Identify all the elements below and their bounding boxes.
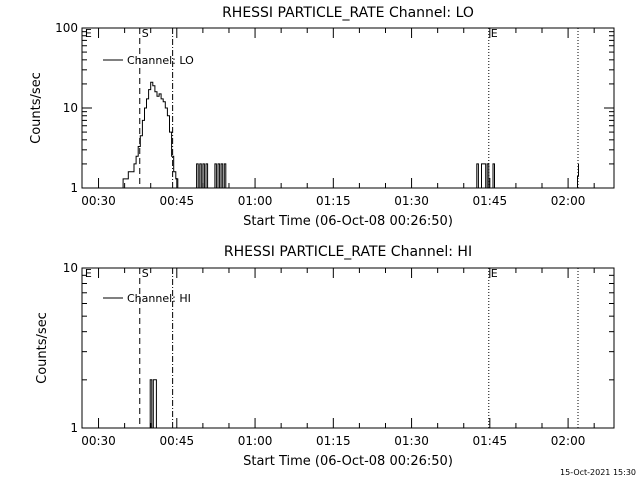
chart-panels: 1 10 100 00:30 00:45 01:00 01:15 01:30 01:45 02:0… [55,21,615,448]
panel1-ytick-label: 10 [63,101,78,115]
panel1-xtick-label: 01:30 [394,194,429,208]
panel2-ylabel: Counts/sec [35,312,50,384]
panel1-series-line [121,81,179,189]
panel1-title: RHESSI PARTICLE_RATE Channel: LO [222,5,474,21]
panel1-legend-label: Channel: LO [127,54,194,67]
panel1-xtick-label: 01:15 [316,194,351,208]
panel1-marker-label: E [85,27,92,40]
panel2-legend-label: Channel: HI [127,292,191,305]
panel2-title: RHESSI PARTICLE_RATE Channel: HI [224,244,472,260]
panel1-ylabel: Counts/sec [29,72,44,144]
panel1-series-line [475,163,495,189]
panel2-xlabel: Start Time (06-Oct-08 00:26:50) [243,454,453,469]
panel1-marker-label: S [142,27,149,40]
panel1-series-line [576,163,579,189]
panel1-xtick-label: 00:30 [81,194,116,208]
panel2-xtick-label: 02:00 [551,434,586,448]
panel2-xtick-label: 01:15 [316,434,351,448]
panel1-xlabel: Start Time (06-Oct-08 00:26:50) [243,214,453,229]
panel2-chart: 1 10 00:30 00:45 01:00 01:15 01:30 01:45 02:00 E S… [63,261,615,448]
panel1-ytick-label: 100 [55,21,78,35]
panel1-xtick-label: 02:00 [551,194,586,208]
panel1-chart: 1 10 100 00:30 00:45 01:00 01:15 01:30 01:45 02:0… [55,21,615,208]
panel2-xtick-label: 01:30 [394,434,429,448]
panel2-marker-label: S [142,267,149,280]
panel2-ytick-label: 10 [63,261,78,275]
panel2-xtick-label: 01:45 [473,434,508,448]
panel1-series-line [213,163,227,189]
panel1-ytick-label: 1 [70,181,78,195]
panel2-marker-label: E [491,267,498,280]
footer-timestamp: 15-Oct-2021 15:30 [560,468,636,477]
panel1-xtick-label: 00:45 [160,194,195,208]
panel2-series-line [148,379,157,429]
panel1-series-line [195,163,209,189]
panel2-marker-label: E [85,267,92,280]
panel1-xtick-label: 01:45 [473,194,508,208]
panel2-ytick-label: 1 [70,421,78,435]
panel1-xtick-label: 01:00 [238,194,273,208]
panel1-marker-label: E [491,27,498,40]
panel2-xtick-label: 00:30 [81,434,116,448]
panel2-frame [81,267,615,429]
panel2-xtick-label: 00:45 [160,434,195,448]
panel2-xtick-label: 01:00 [238,434,273,448]
